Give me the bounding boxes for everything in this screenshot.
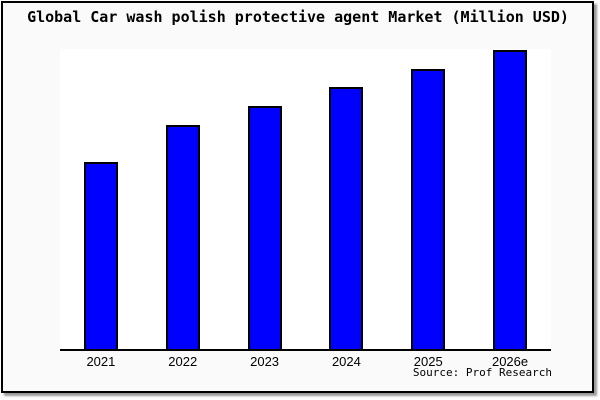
bar-2025: [411, 69, 446, 349]
bar-2024: [329, 87, 364, 349]
x-tick-label-2024: 2024: [331, 354, 361, 369]
bar-slot-2021: [60, 49, 142, 349]
x-tick-label-2025: 2025: [413, 354, 443, 369]
bar-slot-2026e: [469, 49, 551, 349]
plot-area: [60, 49, 551, 351]
x-tick-label-2022: 2022: [168, 354, 198, 369]
x-tick-label-2023: 2023: [250, 354, 280, 369]
bar-2026e: [493, 50, 528, 349]
bar-2023: [247, 105, 282, 349]
chart-title: Global Car wash polish protective agent …: [27, 8, 569, 26]
x-axis-labels: 2021 2022 2023 2024 2025 2026e: [60, 354, 551, 369]
source-credit: Source: Prof Research: [412, 366, 552, 379]
bar-slot-2025: [387, 49, 469, 349]
x-tick-label-2026e: 2026e: [491, 354, 529, 369]
bar-2021: [83, 162, 118, 349]
bar-2022: [165, 124, 200, 349]
bar-slot-2022: [142, 49, 224, 349]
bar-slot-2024: [305, 49, 387, 349]
x-tick-label-2021: 2021: [86, 354, 116, 369]
bar-slot-2023: [224, 49, 306, 349]
